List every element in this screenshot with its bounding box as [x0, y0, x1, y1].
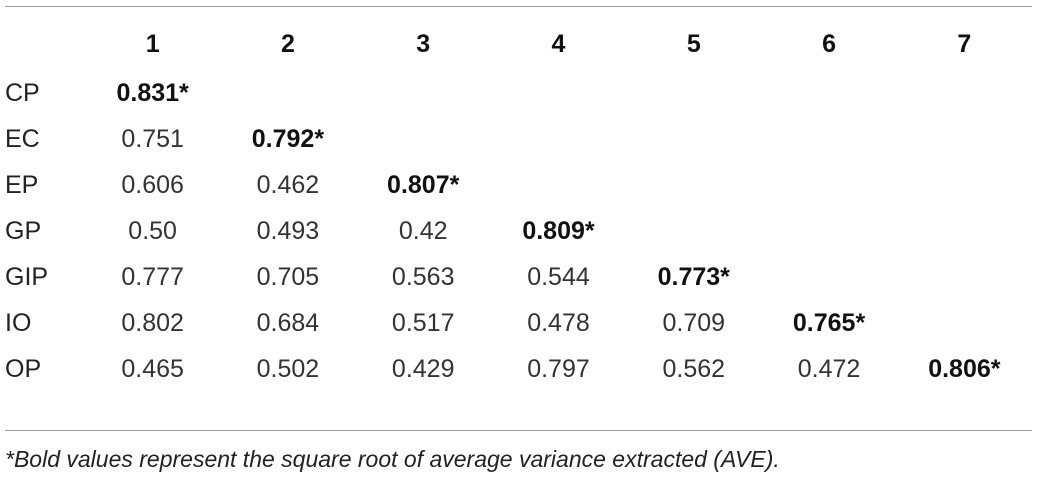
table-row: GIP 0.777 0.705 0.563 0.544 0.773*	[5, 254, 1032, 300]
table-cell: 0.705	[256, 262, 320, 291]
table-cell: 0.797	[527, 354, 590, 383]
row-label: CP	[5, 78, 40, 107]
empty-cell	[761, 162, 896, 208]
table-cell: 0.777	[121, 262, 184, 291]
empty-cell	[761, 208, 896, 254]
empty-cell	[356, 116, 491, 162]
column-header: 6	[822, 29, 836, 58]
row-label: OP	[5, 354, 42, 383]
table-cell: 0.544	[527, 262, 590, 291]
column-header: 3	[416, 29, 431, 58]
table-cell: 0.517	[391, 308, 455, 337]
table-cell: 0.472	[797, 354, 861, 383]
bottom-rule	[5, 430, 1032, 431]
table-footnote: *Bold values represent the square root o…	[5, 446, 780, 472]
empty-cell	[761, 70, 896, 116]
column-header: 5	[686, 29, 701, 58]
row-label: GP	[5, 216, 42, 245]
table-cell: 0.684	[256, 308, 320, 337]
empty-cell	[491, 70, 626, 116]
empty-cell	[897, 208, 1032, 254]
column-header: 4	[551, 29, 566, 58]
table-cell: 0.562	[662, 354, 726, 383]
header-row: 1 2 3 4 5 6 7	[5, 18, 1032, 70]
diagonal-cell: 0.765*	[792, 308, 866, 337]
table-body: CP 0.831* EC 0.751 0.792* EP 0.606 0.462…	[5, 70, 1032, 392]
empty-cell	[491, 162, 626, 208]
table-cell: 0.478	[527, 308, 590, 337]
table-row: OP 0.465 0.502 0.429 0.797 0.562 0.472 0…	[5, 346, 1032, 392]
table-cell: 0.429	[391, 354, 455, 383]
column-header: 2	[280, 29, 295, 58]
empty-cell	[897, 300, 1032, 346]
empty-cell	[761, 254, 896, 300]
column-header: 7	[957, 29, 972, 58]
empty-cell	[897, 254, 1032, 300]
table-row: IO 0.802 0.684 0.517 0.478 0.709 0.765*	[5, 300, 1032, 346]
row-label: EC	[5, 124, 40, 153]
empty-cell	[897, 70, 1032, 116]
column-header: 1	[145, 29, 160, 58]
empty-cell	[626, 116, 761, 162]
empty-cell	[356, 70, 491, 116]
table-row: EP 0.606 0.462 0.807*	[5, 162, 1032, 208]
diagonal-cell: 0.773*	[657, 262, 730, 291]
empty-cell	[626, 70, 761, 116]
correlation-table: 1 2 3 4 5 6 7 CP 0.831* EC 0.751 0.792*	[5, 18, 1032, 392]
empty-cell	[897, 162, 1032, 208]
table-cell: 0.751	[121, 124, 184, 153]
empty-cell	[220, 70, 355, 116]
diagonal-cell: 0.806*	[928, 354, 1001, 383]
empty-cell	[897, 116, 1032, 162]
table-cell: 0.50	[128, 216, 177, 245]
table-row: EC 0.751 0.792*	[5, 116, 1032, 162]
diagonal-cell: 0.807*	[387, 170, 460, 199]
empty-cell	[491, 116, 626, 162]
table-row: GP 0.50 0.493 0.42 0.809*	[5, 208, 1032, 254]
table-cell: 0.563	[391, 262, 455, 291]
table-cell: 0.802	[121, 308, 184, 337]
empty-cell	[626, 208, 761, 254]
diagonal-cell: 0.831*	[116, 78, 189, 107]
table-cell: 0.42	[398, 216, 448, 245]
row-label: IO	[5, 308, 32, 337]
table-cell: 0.462	[256, 170, 320, 199]
empty-cell	[626, 162, 761, 208]
table-cell: 0.606	[121, 170, 184, 199]
table-row: CP 0.831*	[5, 70, 1032, 116]
row-label: GIP	[5, 262, 49, 291]
top-rule	[5, 6, 1032, 7]
table-cell: 0.465	[121, 354, 184, 383]
header-corner	[5, 18, 85, 70]
row-label: EP	[5, 170, 39, 199]
empty-cell	[761, 116, 896, 162]
table-header: 1 2 3 4 5 6 7	[5, 18, 1032, 70]
diagonal-cell: 0.809*	[522, 216, 595, 245]
table-cell: 0.493	[256, 216, 320, 245]
diagonal-cell: 0.792*	[251, 124, 325, 153]
table-cell: 0.502	[256, 354, 320, 383]
table-cell: 0.709	[662, 308, 726, 337]
